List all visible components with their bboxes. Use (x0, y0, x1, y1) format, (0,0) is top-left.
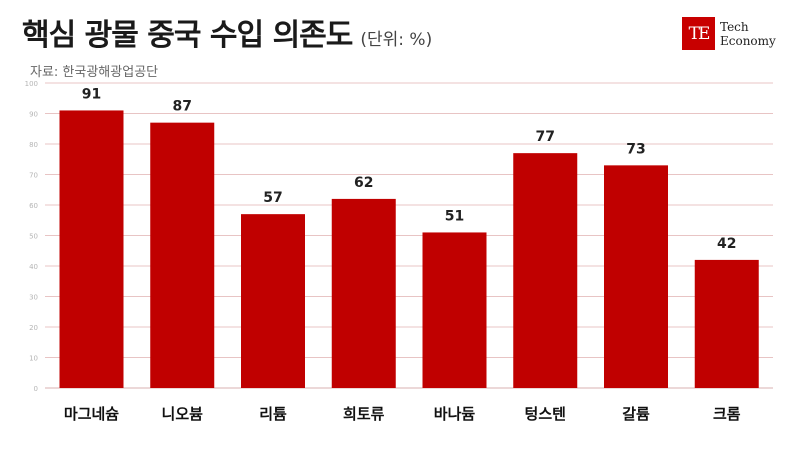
y-tick-label: 80 (29, 141, 38, 149)
bar (331, 198, 396, 388)
bar (59, 110, 124, 388)
data-label: 77 (536, 129, 555, 145)
data-label: 87 (173, 99, 192, 115)
y-tick-label: 50 (29, 233, 38, 241)
tech-economy-logo: TE Tech Economy (682, 17, 776, 50)
x-category-label: 크롬 (713, 405, 741, 423)
logo-wordmark: Tech Economy (720, 20, 776, 48)
y-tick-label: 30 (29, 294, 38, 302)
chart-unit: (단위: %) (360, 30, 433, 50)
data-label: 62 (354, 175, 373, 191)
y-tick-label: 40 (29, 263, 38, 271)
chart-header: 핵심 광물 중국 수입 의존도 (단위: %) (22, 10, 432, 56)
chart-title: 핵심 광물 중국 수입 의존도 (22, 18, 353, 53)
bar (694, 259, 759, 388)
data-label: 42 (717, 236, 736, 252)
x-category-label: 갈륨 (622, 405, 650, 423)
data-label: 51 (445, 208, 464, 224)
bar (150, 122, 215, 389)
logo-line-2: Economy (720, 33, 776, 48)
y-tick-label: 20 (29, 324, 38, 332)
logo-line-1: Tech (720, 19, 749, 34)
y-tick-label: 60 (29, 202, 38, 210)
x-category-label: 니오븀 (162, 405, 204, 423)
bar (513, 153, 578, 388)
x-category-label: 마그네슘 (64, 405, 119, 423)
bar (422, 232, 487, 388)
bar (604, 165, 668, 388)
x-category-label: 텅스텐 (525, 405, 566, 423)
te-logo-icon: TE (682, 17, 715, 50)
y-tick-label: 90 (29, 111, 38, 119)
chart-source: 자료: 한국광해광업공단 (30, 65, 159, 80)
y-tick-label: 100 (25, 80, 38, 88)
x-category-label: 희토류 (343, 405, 385, 423)
bar (241, 214, 305, 388)
x-category-label: 바나듐 (434, 405, 476, 423)
data-label: 57 (263, 190, 282, 206)
y-tick-label: 0 (34, 385, 38, 393)
x-category-label: 리튬 (259, 405, 287, 423)
data-label: 91 (82, 86, 101, 102)
y-tick-label: 10 (29, 355, 38, 363)
data-label: 73 (626, 141, 645, 157)
y-tick-label: 70 (29, 172, 38, 180)
